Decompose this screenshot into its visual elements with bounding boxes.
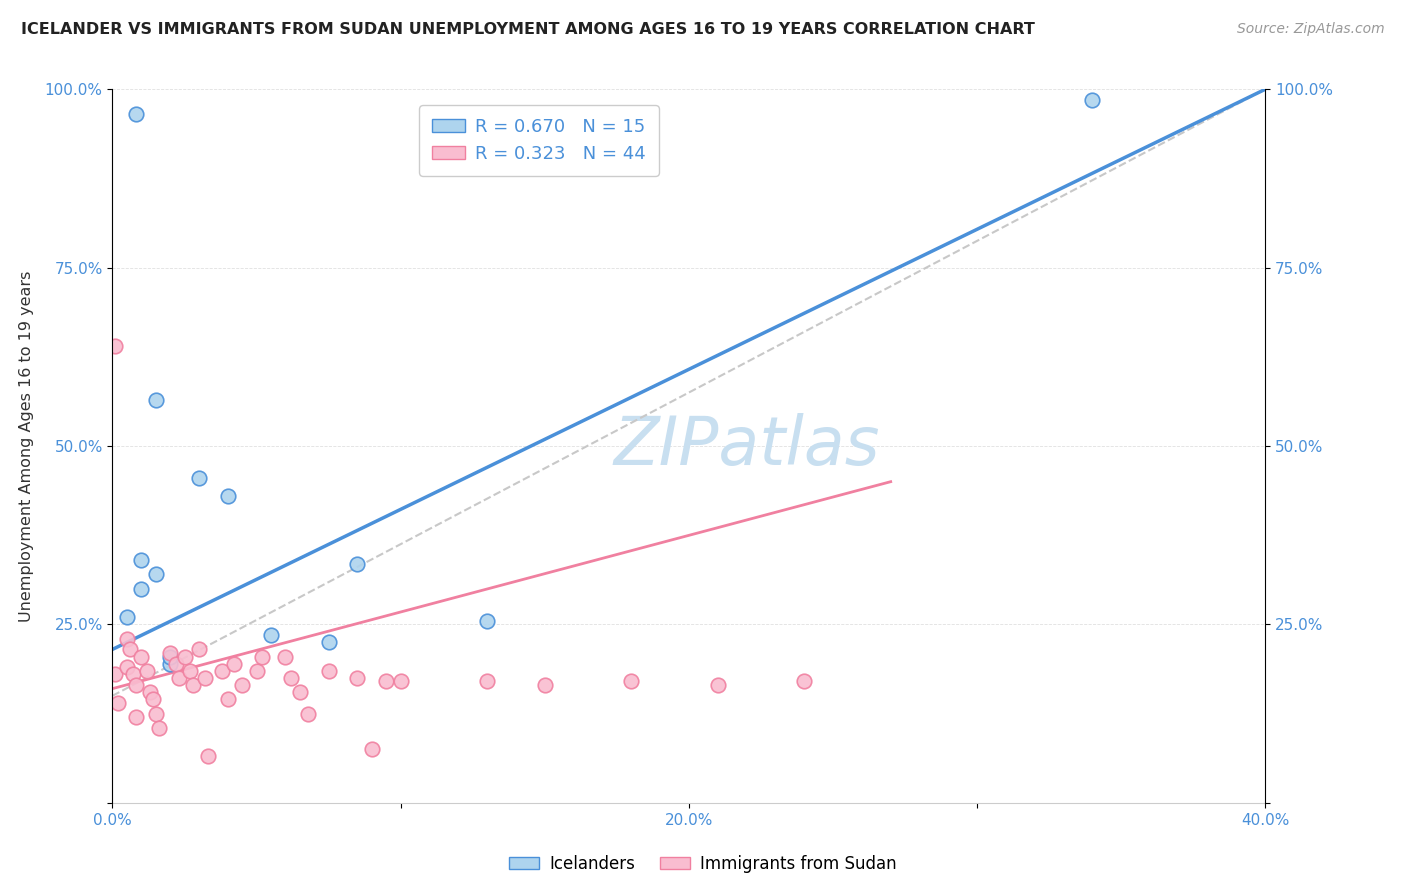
Point	[793, 674, 815, 689]
Point	[375, 674, 398, 689]
Text: ZIPatlas: ZIPatlas	[613, 413, 880, 479]
Point	[124, 678, 146, 692]
Point	[129, 553, 153, 567]
Point	[104, 339, 127, 353]
Point	[124, 107, 146, 121]
Point	[360, 742, 382, 756]
Point	[159, 657, 181, 671]
Point	[142, 692, 165, 706]
Point	[167, 671, 190, 685]
Point	[179, 664, 201, 678]
Point	[260, 628, 283, 642]
Point	[197, 749, 219, 764]
Point	[129, 582, 153, 596]
Point	[107, 696, 129, 710]
Point	[148, 721, 170, 735]
Point	[188, 642, 211, 657]
Point	[121, 667, 143, 681]
Point	[115, 660, 138, 674]
Point	[533, 678, 555, 692]
Point	[274, 649, 297, 664]
Point	[389, 674, 412, 689]
Point	[1081, 93, 1104, 107]
Point	[318, 635, 340, 649]
Point	[173, 649, 195, 664]
Point	[104, 667, 127, 681]
Point	[118, 642, 141, 657]
Point	[115, 632, 138, 646]
Text: Source: ZipAtlas.com: Source: ZipAtlas.com	[1237, 22, 1385, 37]
Point	[136, 664, 159, 678]
Point	[159, 646, 181, 660]
Point	[165, 657, 187, 671]
Point	[115, 610, 138, 624]
Y-axis label: Unemployment Among Ages 16 to 19 years: Unemployment Among Ages 16 to 19 years	[18, 270, 34, 622]
Point	[145, 567, 167, 582]
Point	[231, 678, 253, 692]
Legend: R = 0.670   N = 15, R = 0.323   N = 44: R = 0.670 N = 15, R = 0.323 N = 44	[419, 105, 659, 176]
Point	[194, 671, 217, 685]
Point	[280, 671, 302, 685]
Point	[288, 685, 311, 699]
Point	[252, 649, 274, 664]
Point	[145, 706, 167, 721]
Point	[222, 657, 245, 671]
Point	[188, 471, 211, 485]
Point	[475, 674, 498, 689]
Point	[211, 664, 233, 678]
Point	[297, 706, 319, 721]
Point	[245, 664, 267, 678]
Point	[217, 489, 239, 503]
Point	[346, 557, 368, 571]
Point	[346, 671, 368, 685]
Point	[145, 392, 167, 407]
Point	[318, 664, 340, 678]
Point	[181, 678, 204, 692]
Point	[475, 614, 498, 628]
Point	[124, 710, 146, 724]
Point	[620, 674, 643, 689]
Legend: Icelanders, Immigrants from Sudan: Icelanders, Immigrants from Sudan	[502, 848, 904, 880]
Point	[139, 685, 162, 699]
Point	[129, 649, 153, 664]
Text: ICELANDER VS IMMIGRANTS FROM SUDAN UNEMPLOYMENT AMONG AGES 16 TO 19 YEARS CORREL: ICELANDER VS IMMIGRANTS FROM SUDAN UNEMP…	[21, 22, 1035, 37]
Point	[159, 649, 181, 664]
Point	[217, 692, 239, 706]
Point	[706, 678, 728, 692]
